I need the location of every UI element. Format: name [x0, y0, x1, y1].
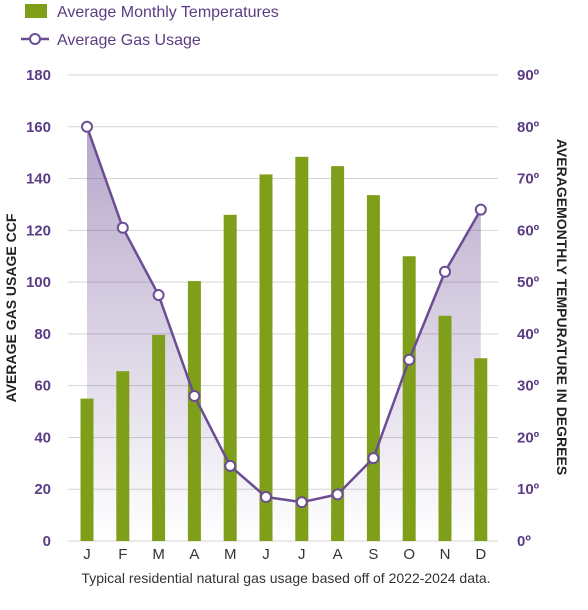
temperature-bar [259, 174, 273, 541]
right-tick-label: 0º [517, 533, 531, 550]
temperature-bar [295, 156, 309, 541]
left-tick-label: 80 [34, 326, 51, 343]
legend: Average Monthly Temperatures Average Gas… [21, 4, 279, 49]
legend-swatch-bar [25, 4, 47, 18]
temperature-bar [402, 256, 416, 541]
legend-label-temperatures: Average Monthly Temperatures [57, 4, 279, 21]
right-tick-label: 90º [517, 67, 540, 84]
x-tick-label: A [189, 546, 199, 563]
left-tick-label: 140 [26, 171, 51, 188]
left-tick-label: 0 [43, 533, 51, 550]
right-tick-label: 80º [517, 119, 540, 136]
left-tick-label: 120 [26, 222, 51, 239]
left-tick-label: 20 [34, 481, 51, 498]
x-tick-label: O [403, 546, 415, 563]
temperature-bar [474, 358, 488, 541]
gas-usage-point [260, 490, 272, 503]
x-tick-label: J [298, 546, 306, 563]
gas-usage-point [81, 120, 93, 133]
legend-swatch-marker [29, 33, 41, 45]
gas-usage-point [188, 390, 201, 403]
x-tick-label: M [224, 546, 237, 563]
gas-usage-point [331, 488, 344, 501]
right-tick-label: 70º [517, 171, 540, 188]
temperature-bar [116, 371, 130, 541]
gas-usage-point [474, 203, 487, 216]
temperature-bar [366, 195, 380, 541]
temperature-bar [152, 334, 166, 541]
x-tick-label: F [118, 546, 127, 563]
left-tick-label: 40 [34, 429, 51, 446]
right-tick-label: 10º [517, 481, 540, 498]
x-tick-label: M [152, 546, 165, 563]
left-tick-label: 60 [34, 378, 51, 395]
right-tick-label: 40º [517, 326, 540, 343]
x-tick-label: S [368, 546, 378, 563]
gas-usage-point [439, 265, 451, 278]
left-axis-title: AVERAGE GAS USAGE CCF [3, 213, 19, 402]
left-tick-label: 160 [26, 119, 51, 136]
temperature-bar [438, 315, 452, 541]
x-tick-label: J [83, 546, 91, 563]
gas-usage-point [295, 496, 308, 509]
temperature-bar [331, 166, 345, 541]
gas-usage-point [152, 289, 165, 302]
x-tick-label: J [262, 546, 270, 563]
gas-usage-area-fill [87, 126, 481, 542]
left-tick-label: 100 [26, 274, 51, 291]
right-tick-label: 60º [517, 222, 540, 239]
x-tick-label: D [475, 546, 486, 563]
right-tick-label: 30º [517, 378, 540, 395]
gas-usage-point [116, 221, 129, 234]
temperature-bar [223, 214, 237, 542]
gas-usage-area [87, 126, 481, 542]
x-tick-label: A [333, 546, 343, 563]
x-tick-label: N [440, 546, 451, 563]
right-tick-label: 20º [517, 429, 540, 446]
left-tick-label: 180 [26, 67, 51, 84]
chart-caption: Typical residential natural gas usage ba… [81, 570, 490, 586]
temperature-bar [187, 281, 201, 541]
gas-usage-point [403, 353, 416, 366]
axis-ticks: 0 20 40 60 80 100 120 140 160 180 0º 10º 20º 30º 40º 50… [26, 67, 540, 563]
right-axis-title: AVERAGEMONTHLY TEMPURATURE IN DEGREES [554, 139, 570, 475]
legend-label-gas-usage: Average Gas Usage [57, 32, 201, 49]
temperature-bar [80, 398, 94, 541]
gas-usage-polyline [85, 126, 482, 504]
right-tick-label: 50º [517, 274, 540, 291]
gas-usage-point [367, 452, 380, 465]
gas-usage-point [224, 459, 237, 472]
gas-usage-line [81, 120, 487, 509]
